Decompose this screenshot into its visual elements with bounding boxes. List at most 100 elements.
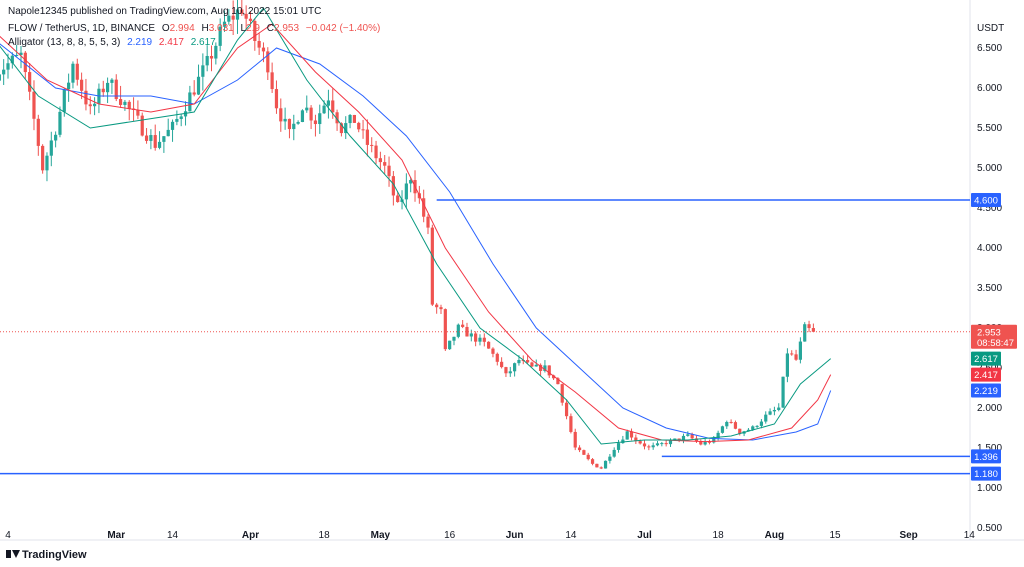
- candle-body: [322, 105, 326, 114]
- x-tick-label: Jun: [506, 530, 524, 541]
- candle-body: [668, 439, 673, 445]
- candle-body: [387, 165, 391, 177]
- published-info: Napole12345 published on TradingView.com…: [8, 6, 322, 17]
- candle-body: [690, 434, 694, 439]
- candle-body: [188, 92, 192, 112]
- candle-body: [296, 122, 300, 124]
- symbol-label[interactable]: FLOW / TetherUS, 1D, BINANCE: [8, 23, 156, 34]
- candle-body: [45, 155, 49, 171]
- candle-body: [10, 55, 14, 64]
- candle-body: [448, 340, 452, 350]
- candle-body: [651, 445, 655, 448]
- candle-body: [0, 74, 1, 81]
- candle-body: [629, 431, 634, 438]
- x-tick-label: May: [371, 530, 391, 541]
- lips-value-label: 2.617: [974, 354, 998, 365]
- candle-body: [344, 123, 348, 134]
- candle-body: [71, 63, 75, 83]
- candle-body: [123, 101, 127, 105]
- candle-body: [755, 425, 759, 427]
- candle-body: [348, 114, 352, 124]
- candle-body: [439, 307, 443, 310]
- candle-body: [214, 45, 218, 59]
- candle-body: [508, 371, 512, 374]
- candle-body: [235, 9, 240, 20]
- y-tick-label: 5.500: [977, 123, 1002, 134]
- y-tick-label: 1.500: [977, 443, 1002, 454]
- candle-body: [798, 341, 802, 360]
- candle-body: [231, 15, 235, 20]
- x-tick-label: 18: [319, 530, 331, 541]
- candle-body: [569, 416, 573, 432]
- candle-body: [733, 422, 738, 429]
- lips-value-tag: [971, 351, 1001, 366]
- candle-body: [404, 183, 408, 200]
- candle-body: [647, 446, 651, 448]
- candle-body: [469, 333, 473, 337]
- tradingview-logo-icon: [6, 550, 20, 558]
- indicator-name: Alligator (13, 8, 8, 5, 5, 3): [8, 37, 121, 48]
- candle-body: [746, 429, 751, 432]
- candle-body: [118, 99, 123, 105]
- candle-body: [41, 145, 45, 171]
- candle-body: [300, 110, 305, 123]
- high-value: 3.031: [208, 23, 234, 34]
- candle-body: [634, 437, 638, 442]
- close-value: 2.953: [273, 23, 300, 34]
- candle-body: [153, 135, 157, 148]
- candle-body: [114, 79, 118, 100]
- x-tick-label: Apr: [242, 530, 259, 541]
- candle-body: [612, 449, 616, 457]
- candle-body: [811, 328, 815, 332]
- candle-body: [192, 92, 196, 95]
- currency-label: USDT: [977, 23, 1004, 34]
- candle-body: [240, 9, 244, 14]
- candle-body: [513, 363, 517, 372]
- candle-body: [474, 333, 478, 342]
- candle-body: [140, 115, 144, 136]
- tradingview-brand[interactable]: TradingView: [6, 549, 87, 561]
- candle-body: [352, 114, 356, 123]
- candle-body: [88, 104, 92, 107]
- candle-body: [487, 341, 491, 349]
- x-tick-label: 16: [444, 530, 456, 541]
- x-tick-label: Jul: [637, 530, 652, 541]
- candle-body: [456, 324, 460, 337]
- level-price-label: 1.396: [974, 452, 998, 463]
- y-tick-label: 3.500: [977, 283, 1002, 294]
- candle-body: [764, 414, 768, 422]
- indicator-legend[interactable]: Alligator (13, 8, 8, 5, 5, 3) 2.219 2.41…: [8, 37, 220, 48]
- candle-body: [149, 135, 153, 141]
- x-tick-label: 18: [713, 530, 725, 541]
- brand-label: TradingView: [22, 549, 87, 561]
- candle-body: [551, 375, 556, 379]
- candle-body: [803, 324, 807, 342]
- candle-body: [599, 467, 603, 469]
- candle-body: [248, 18, 253, 21]
- candle-body: [781, 376, 785, 408]
- candle-body: [101, 88, 105, 93]
- candle-body: [491, 348, 495, 354]
- candle-body: [452, 336, 456, 341]
- countdown-label: 08:58:47: [977, 338, 1014, 349]
- candle-body: [331, 100, 335, 113]
- candle-body: [686, 434, 690, 436]
- candle-body: [49, 140, 53, 156]
- candle-body: [443, 309, 447, 350]
- y-tick-label: 2.000: [977, 403, 1002, 414]
- candle-body: [716, 432, 720, 439]
- candle-body: [725, 421, 729, 427]
- candle-body: [409, 180, 413, 184]
- candle-body: [270, 72, 274, 90]
- candle-body: [93, 103, 97, 107]
- candle-body: [435, 304, 439, 308]
- level-price-label: 1.180: [974, 469, 998, 480]
- candle-body: [712, 438, 716, 443]
- candle-body: [58, 111, 62, 135]
- candle-body: [201, 65, 205, 77]
- x-tick-label: 14: [565, 530, 577, 541]
- candle-body: [573, 431, 577, 448]
- candle-body: [305, 107, 309, 111]
- candle-body: [127, 101, 131, 109]
